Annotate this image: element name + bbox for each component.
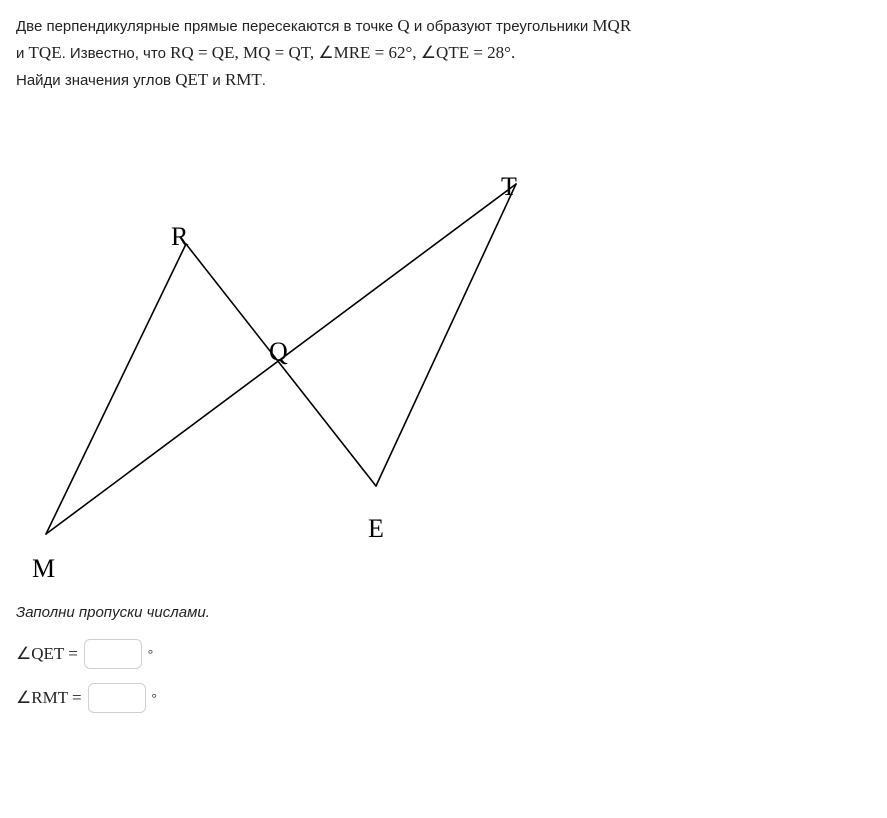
vertex-label-T: T: [501, 172, 517, 202]
math-equations: RQ = QE, MQ = QT, ∠MRE = 62°, ∠QTE = 28°…: [170, 43, 515, 62]
geometry-diagram: M R Q E T: [26, 134, 586, 564]
text: Две перпендикулярные прямые пересекаются…: [16, 18, 397, 35]
text: и: [16, 45, 29, 62]
qet-label: ∠QET =: [16, 644, 78, 664]
qet-input[interactable]: [84, 639, 142, 669]
text: и: [208, 72, 225, 89]
text: Найди значения углов: [16, 72, 175, 89]
problem-statement: Две перпендикулярные прямые пересекаются…: [16, 12, 839, 94]
math-RMT: RMT: [225, 70, 262, 89]
fill-instruction: Заполни пропуски числами.: [16, 604, 839, 621]
text: .: [262, 72, 266, 89]
vertex-label-E: E: [368, 514, 384, 544]
math-QET: QET: [175, 70, 208, 89]
vertex-label-M: M: [32, 554, 55, 584]
math-Q: Q: [397, 16, 409, 35]
degree-symbol: °: [152, 690, 157, 706]
rmt-label: ∠RMT =: [16, 688, 82, 708]
page: Две перпендикулярные прямые пересекаются…: [0, 0, 855, 751]
math-TQE: TQE: [29, 43, 62, 62]
text: и образуют треугольники: [410, 18, 593, 35]
math-MQR: MQR: [592, 16, 631, 35]
answer-row-rmt: ∠RMT = °: [16, 683, 839, 713]
text: . Известно, что: [62, 45, 171, 62]
vertex-label-R: R: [171, 222, 188, 252]
degree-symbol: °: [148, 646, 153, 662]
answer-row-qet: ∠QET = °: [16, 639, 839, 669]
vertex-label-Q: Q: [269, 337, 288, 367]
rmt-input[interactable]: [88, 683, 146, 713]
